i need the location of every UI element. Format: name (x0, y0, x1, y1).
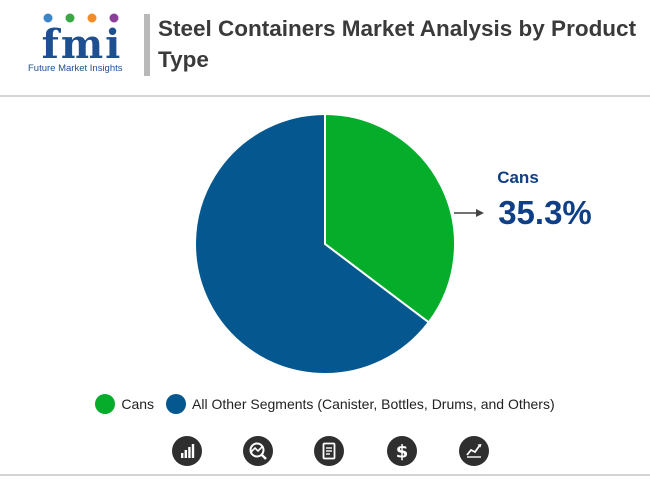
line-chart-icon[interactable] (459, 436, 489, 466)
logo-tagline: Future Market Insights (28, 63, 123, 74)
page-title: Steel Containers Market Analysis by Prod… (158, 16, 637, 72)
pie-slices (194, 112, 456, 375)
footer-divider (0, 474, 650, 476)
header: fmi Future Market Insights Steel Contain… (0, 0, 650, 96)
pie-slice-cans (324, 112, 456, 324)
callout-value: 35.3% (498, 194, 592, 231)
callout: Cans 35.3% (454, 168, 592, 231)
bar-chart-icon[interactable] (172, 436, 202, 466)
legend-label-cans: Cans (121, 396, 155, 412)
logo-dot-purple (109, 13, 119, 23)
legend-swatch-cans (95, 394, 116, 414)
legend-item-cans: Cans (95, 394, 154, 414)
report-document-icon[interactable] (314, 436, 344, 466)
footer-icon-row: $ (0, 436, 650, 468)
dollar-icon[interactable]: $ (387, 436, 417, 466)
logo-dot-orange (87, 13, 97, 23)
fmi-logo: fmi (42, 13, 123, 68)
legend-label-other: All Other Segments (Canister, Bottles, D… (192, 396, 555, 412)
legend: Cans All Other Segments (Canister, Bottl… (0, 392, 650, 416)
title-accent-bar (144, 14, 150, 76)
logo-letters: fmi (42, 21, 123, 68)
pie-chart: Cans 35.3% (194, 112, 592, 375)
legend-swatch-other (166, 394, 187, 414)
logo-dot-green (65, 13, 75, 23)
header-divider (0, 95, 650, 97)
trend-analysis-icon[interactable] (243, 436, 273, 466)
pie-slice-other-segments (194, 112, 431, 375)
legend-item-other: All Other Segments (Canister, Bottles, D… (166, 394, 555, 414)
callout-label: Cans (497, 168, 539, 187)
logo-dot-blue (43, 13, 53, 23)
svg-text:$: $ (396, 442, 409, 463)
callout-arrowhead (476, 209, 484, 217)
